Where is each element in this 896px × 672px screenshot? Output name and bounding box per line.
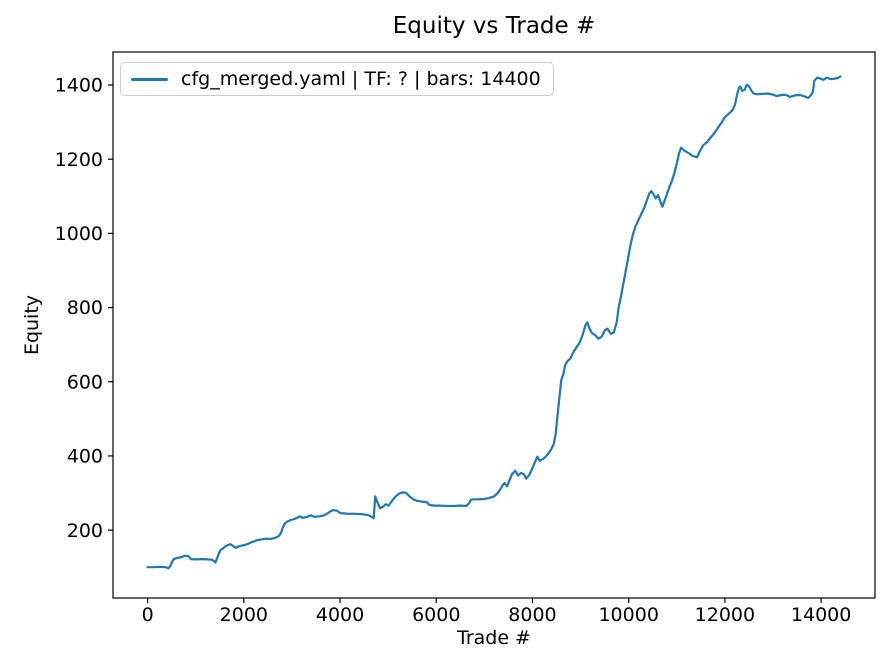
chart-title: Equity vs Trade # (392, 13, 596, 39)
x-tick-label: 14000 (791, 604, 851, 626)
y-tick-label: 200 (67, 520, 103, 542)
legend-label: cfg_merged.yaml | TF: ? | bars: 14400 (181, 68, 541, 90)
legend-line-sample (131, 77, 168, 81)
y-tick-label: 800 (67, 297, 103, 319)
y-tick-label: 1200 (55, 149, 103, 171)
x-tick-label: 10000 (598, 604, 658, 626)
equity-line (146, 75, 842, 570)
x-tick-label: 4000 (316, 604, 364, 626)
y-axis-label: Equity (21, 294, 43, 356)
axes-frame (112, 51, 876, 599)
y-tick-label: 600 (67, 371, 103, 393)
x-tick-label: 12000 (695, 604, 755, 626)
y-tick-label: 1000 (55, 223, 103, 245)
x-tick-label: 0 (142, 604, 154, 626)
x-tick-label: 2000 (220, 604, 268, 626)
y-tick-label: 400 (67, 446, 103, 468)
x-tick-label: 8000 (508, 604, 556, 626)
legend: cfg_merged.yaml | TF: ? | bars: 14400 (120, 62, 554, 96)
x-axis-label: Trade # (457, 627, 531, 649)
y-tick-label: 1400 (55, 75, 103, 97)
x-tick-label: 6000 (412, 604, 460, 626)
